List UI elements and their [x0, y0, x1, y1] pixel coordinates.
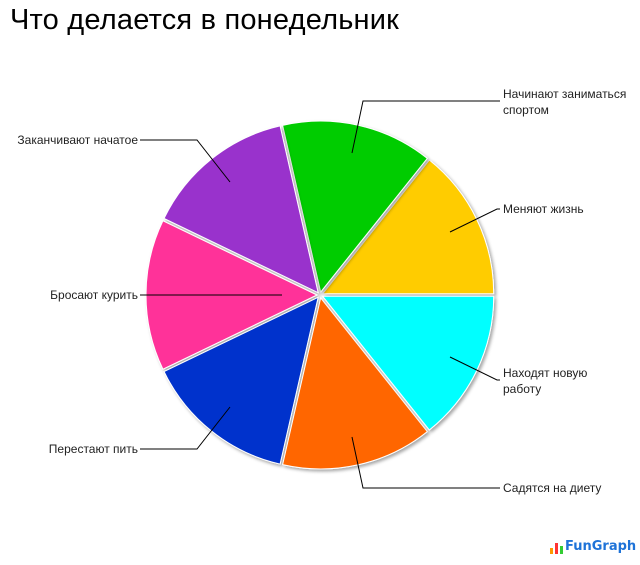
leader-line: [351, 436, 500, 489]
slice-label: Меняют жизнь: [503, 202, 584, 216]
chart-title: Что делается в понедельник: [10, 4, 400, 36]
leader-line: [140, 406, 231, 450]
leader-line: [351, 100, 500, 154]
slice-label: Находят новую работу: [503, 366, 587, 396]
slice-label: Начинают заниматься спортом: [503, 87, 626, 117]
pie-slice: [282, 120, 428, 294]
leader-line: [449, 356, 500, 381]
leader-line: [449, 208, 500, 233]
fungraph-logo: FunGraph: [550, 539, 636, 554]
slice-label: Перестают пить: [49, 442, 138, 456]
leader-line: [140, 139, 231, 183]
pie-slice: [321, 159, 495, 295]
logo-text: FunGraph: [565, 539, 637, 554]
pie-slice: [282, 296, 428, 470]
slice-label: Садятся на диету: [503, 481, 601, 495]
slice-label: Заканчивают начатое: [17, 133, 138, 147]
slice-label: Бросают курить: [50, 288, 138, 302]
